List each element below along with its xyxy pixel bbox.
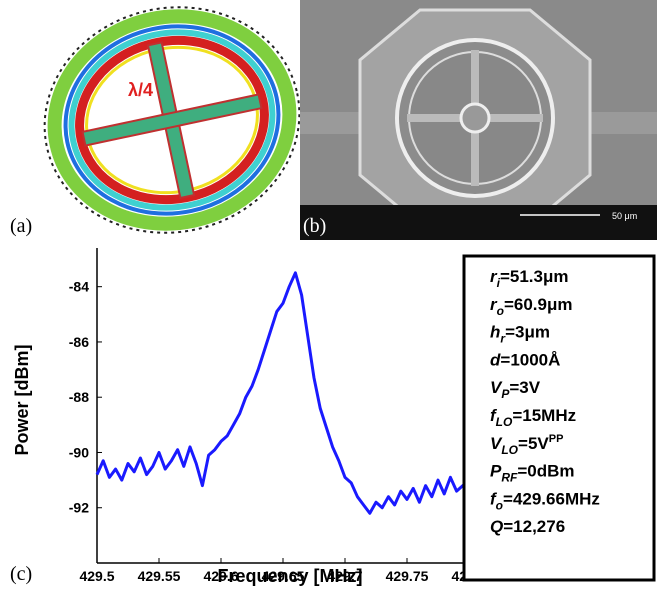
parameter-symbol: P [490,462,502,481]
parameter-value: =3V [509,378,540,397]
panel-a-image [43,6,301,234]
panel-label: (a) [10,215,32,237]
y-tick-label: -90 [69,444,89,460]
parameter-line: VP=3V [490,378,541,401]
parameter-symbol: V [490,378,503,397]
x-tick-label: 429.55 [138,568,181,584]
parameter-line: ri=51.3μm [490,267,569,290]
parameter-symbol: f [490,489,498,508]
parameter-line: hr=3μm [490,323,550,346]
y-tick-label: -92 [69,500,89,516]
x-tick-label: 429.5 [79,568,114,584]
parameter-value: =0dBm [517,462,574,481]
parameter-line: d=1000Å [490,350,560,369]
panel-label: (b) [303,215,326,237]
parameter-subscript: LO [496,415,513,429]
panel-label: (c) [10,563,32,585]
parameter-line: VLO=5VPP [490,433,563,457]
parameter-value: =12,276 [503,517,565,536]
parameter-subscript: RF [501,471,518,485]
x-tick-label: 429.65 [262,568,305,584]
parameter-value: =60.9μm [504,295,573,314]
y-tick-label: -84 [69,279,89,295]
parameter-symbol: h [490,323,500,342]
x-tick-label: 429.7 [327,568,362,584]
parameter-subscript: o [496,498,503,512]
parameter-symbol: r [490,267,498,286]
parameter-value: =15MHz [512,406,576,425]
plot: -92 -90 -88 -86 -84 429.5 429.55 429.6 429.65 429… [69,248,487,584]
spectrum-line [95,271,470,515]
parameter-box: ri=51.3μmro=60.9μmhr=3μmd=1000ÅVP=3VfLO=… [462,254,656,582]
parameter-symbol: Q [490,517,503,536]
y-tick-label: -86 [69,334,89,350]
parameter-subscript: r [500,332,506,346]
x-tick-label: 429.75 [386,568,429,584]
parameter-value: =1000Å [500,350,560,369]
parameter-value: =429.66MHz [503,489,600,508]
parameter-subscript: P [501,387,510,401]
parameter-value: =3μm [505,323,550,342]
y-axis-title: Power [dBm] [12,344,32,455]
x-tick-label: 429.6 [203,568,238,584]
parameter-line: fLO=15MHz [490,406,576,429]
scale-bar-label: 50 μm [612,211,637,221]
parameter-line: fo=429.66MHz [490,489,600,512]
parameter-subscript: LO [501,443,518,457]
parameter-superscript: PP [549,433,564,445]
parameter-symbol: V [490,434,503,453]
wavelength-annotation: λ/4 [128,80,153,100]
parameter-symbol: r [490,295,498,314]
parameter-symbol: f [490,406,498,425]
panel-b-image [300,0,657,240]
y-tick-label: -88 [69,389,89,405]
parameter-symbol: d [490,350,501,369]
parameter-line: Q=12,276 [490,517,565,536]
parameter-subscript: i [497,276,501,290]
parameter-subscript: o [497,304,504,318]
parameter-line: ro=60.9μm [490,295,573,318]
parameter-value: =5V [518,434,549,453]
x-axis-title: Frequency [MHz] [217,566,362,586]
parameter-line: PRF=0dBm [490,462,575,485]
parameter-value: =51.3μm [500,267,569,286]
